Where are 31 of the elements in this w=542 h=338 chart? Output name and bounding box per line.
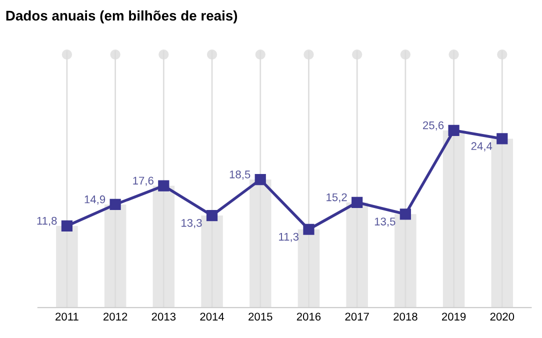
x-tick-label: 2017: [345, 312, 369, 321]
x-tick-label: 2020: [490, 312, 514, 321]
point: [400, 208, 411, 220]
data-label: 14,9: [84, 195, 106, 205]
data-label: 24,4: [471, 142, 492, 152]
x-tick-label: 2018: [394, 312, 418, 321]
data-label: 11,3: [279, 232, 299, 242]
data-label: 25,6: [423, 121, 444, 131]
x-tick-label: 2015: [248, 312, 272, 321]
data-label: 11,8: [37, 216, 57, 226]
data-label: 13,5: [374, 218, 396, 227]
point: [61, 220, 73, 232]
point: [303, 224, 314, 235]
data-label: 17,6: [133, 176, 154, 186]
x-tick-label: 2011: [56, 312, 78, 321]
data-label: 13,3: [182, 218, 202, 228]
point: [352, 196, 363, 208]
data-label: 18,5: [230, 170, 250, 180]
x-tick-label: 2012: [104, 312, 128, 321]
x-tick-label: 2013: [152, 312, 176, 321]
x-tick-label: 2014: [200, 312, 224, 321]
x-tick-label: 2016: [296, 312, 321, 321]
data-label: 15,2: [326, 193, 347, 203]
x-tick-label: 2019: [442, 312, 466, 321]
point: [110, 198, 121, 210]
point: [496, 133, 508, 144]
point: [448, 124, 460, 136]
point: [158, 180, 170, 192]
point: [254, 174, 266, 186]
point: [206, 210, 218, 222]
chart-title: Dados anuais (em bilhões de reais): [6, 10, 238, 24]
